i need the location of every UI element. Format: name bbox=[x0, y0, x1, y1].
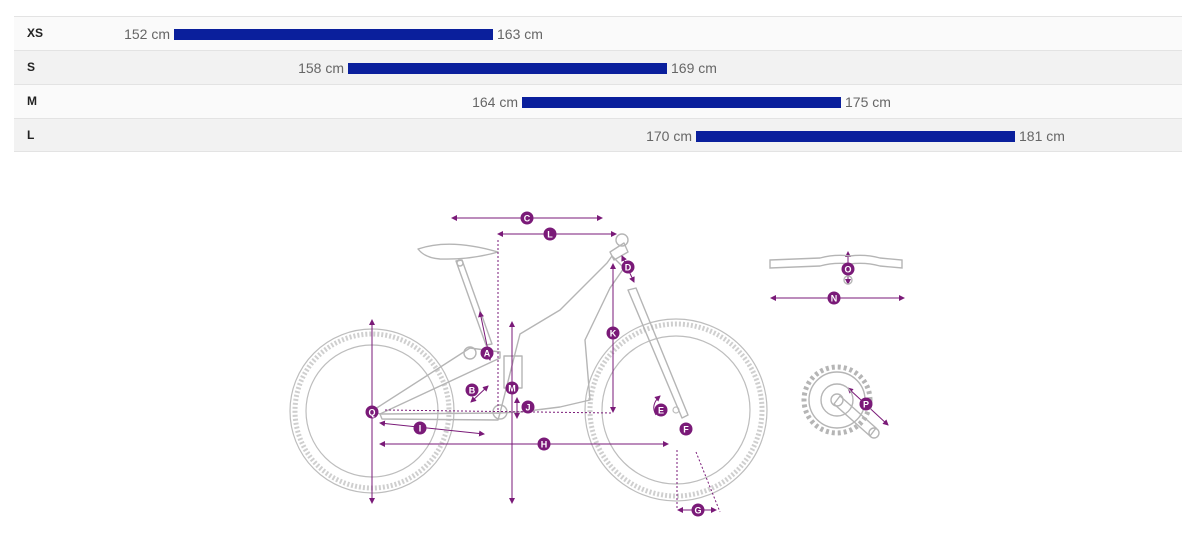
range-bar bbox=[696, 131, 1015, 142]
size-row-l: L 170 cm 181 cm bbox=[14, 118, 1182, 152]
marker-k: K bbox=[606, 326, 620, 340]
svg-text:Q: Q bbox=[368, 408, 375, 418]
svg-text:A: A bbox=[484, 349, 491, 359]
range-min-label: 170 cm bbox=[646, 128, 692, 144]
svg-text:P: P bbox=[863, 400, 869, 410]
range-min-label: 152 cm bbox=[124, 26, 170, 42]
range-max-label: 169 cm bbox=[671, 60, 717, 76]
size-label: XS bbox=[27, 26, 44, 40]
marker-b: B bbox=[465, 383, 479, 397]
front-wheel bbox=[584, 318, 768, 502]
range-max-label: 175 cm bbox=[845, 94, 891, 110]
marker-l: L bbox=[543, 227, 557, 241]
range-bar bbox=[174, 29, 493, 40]
svg-text:O: O bbox=[844, 265, 851, 275]
svg-text:D: D bbox=[625, 263, 632, 273]
svg-text:F: F bbox=[683, 425, 689, 435]
size-row-s: S 158 cm 169 cm bbox=[14, 50, 1182, 84]
size-chart: XS 152 cm 163 cm S 158 cm 169 cm M 164 c… bbox=[14, 16, 1182, 152]
size-row-m: M 164 cm 175 cm bbox=[14, 84, 1182, 118]
svg-text:G: G bbox=[694, 506, 701, 516]
svg-text:M: M bbox=[508, 384, 516, 394]
range-min-label: 164 cm bbox=[472, 94, 518, 110]
marker-f: F bbox=[679, 422, 693, 436]
marker-a: A bbox=[480, 346, 494, 360]
range-min-label: 158 cm bbox=[298, 60, 344, 76]
size-label: S bbox=[27, 60, 36, 74]
dimension-markers: A B C D E F G H I J K L M N O P Q bbox=[365, 211, 873, 517]
svg-text:L: L bbox=[547, 230, 553, 240]
geometry-diagram: A B C D E F G H I J K L M N O P Q bbox=[289, 211, 905, 517]
marker-j: J bbox=[521, 400, 535, 414]
marker-o: O bbox=[841, 262, 855, 276]
svg-text:J: J bbox=[525, 403, 530, 413]
marker-h: H bbox=[537, 437, 551, 451]
marker-g: G bbox=[691, 503, 705, 517]
svg-text:I: I bbox=[419, 424, 422, 434]
size-label: L bbox=[27, 128, 35, 142]
handlebar bbox=[769, 254, 903, 285]
svg-text:E: E bbox=[658, 406, 664, 416]
range-max-label: 181 cm bbox=[1019, 128, 1065, 144]
marker-p: P bbox=[859, 397, 873, 411]
range-max-label: 163 cm bbox=[497, 26, 543, 42]
marker-i: I bbox=[413, 421, 427, 435]
marker-c: C bbox=[520, 211, 534, 225]
svg-text:B: B bbox=[469, 386, 476, 396]
svg-text:K: K bbox=[610, 329, 617, 339]
size-row-xs: XS 152 cm 163 cm bbox=[14, 16, 1182, 50]
dimension-lines bbox=[369, 215, 905, 513]
svg-text:N: N bbox=[831, 294, 838, 304]
marker-q: Q bbox=[365, 405, 379, 419]
svg-text:H: H bbox=[541, 440, 548, 450]
bike-frame bbox=[371, 233, 689, 421]
size-label: M bbox=[27, 94, 37, 108]
marker-n: N bbox=[827, 291, 841, 305]
marker-e: E bbox=[654, 403, 668, 417]
marker-d: D bbox=[621, 260, 635, 274]
svg-text:C: C bbox=[524, 214, 531, 224]
range-bar bbox=[522, 97, 841, 108]
range-bar bbox=[348, 63, 667, 74]
marker-m: M bbox=[505, 381, 519, 395]
